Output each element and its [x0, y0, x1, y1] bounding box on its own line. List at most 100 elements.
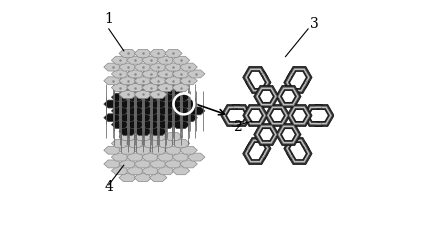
Polygon shape [293, 110, 306, 121]
Polygon shape [165, 114, 182, 122]
Polygon shape [127, 107, 144, 115]
Polygon shape [284, 71, 309, 94]
Polygon shape [142, 140, 160, 147]
Polygon shape [149, 77, 167, 85]
Polygon shape [286, 73, 307, 91]
Polygon shape [149, 133, 167, 140]
Text: 2: 2 [233, 119, 242, 134]
Polygon shape [243, 66, 268, 88]
Polygon shape [111, 93, 129, 101]
Polygon shape [249, 72, 262, 83]
Polygon shape [119, 91, 136, 98]
Polygon shape [291, 146, 308, 161]
Polygon shape [165, 77, 182, 85]
Polygon shape [307, 108, 324, 123]
Polygon shape [134, 133, 152, 140]
Polygon shape [252, 77, 265, 88]
Polygon shape [187, 107, 205, 115]
Polygon shape [157, 93, 174, 101]
Polygon shape [227, 110, 240, 121]
Polygon shape [172, 84, 190, 91]
Polygon shape [157, 84, 174, 91]
Polygon shape [245, 106, 266, 125]
Polygon shape [134, 128, 152, 135]
Polygon shape [111, 84, 129, 91]
Polygon shape [265, 104, 290, 127]
Polygon shape [172, 93, 190, 101]
Polygon shape [119, 100, 136, 108]
Polygon shape [305, 106, 326, 125]
Polygon shape [313, 108, 329, 123]
Polygon shape [127, 140, 144, 147]
Polygon shape [157, 121, 174, 128]
Polygon shape [134, 77, 152, 85]
Polygon shape [134, 91, 152, 98]
Polygon shape [149, 114, 167, 122]
Polygon shape [134, 160, 152, 168]
Polygon shape [149, 160, 167, 168]
Polygon shape [172, 56, 190, 64]
Polygon shape [280, 89, 297, 103]
Polygon shape [246, 71, 271, 94]
Polygon shape [134, 63, 152, 71]
Polygon shape [180, 114, 198, 122]
Polygon shape [233, 110, 246, 121]
Polygon shape [180, 77, 198, 85]
Polygon shape [111, 107, 129, 115]
Polygon shape [127, 93, 144, 101]
Polygon shape [119, 114, 136, 122]
Polygon shape [149, 146, 167, 154]
Polygon shape [243, 143, 268, 165]
Polygon shape [165, 133, 182, 140]
Polygon shape [288, 75, 305, 90]
Polygon shape [134, 146, 152, 154]
Polygon shape [127, 167, 144, 175]
Polygon shape [142, 121, 160, 128]
Polygon shape [149, 91, 167, 98]
Polygon shape [293, 72, 306, 83]
Polygon shape [119, 49, 136, 57]
Polygon shape [287, 66, 312, 88]
Polygon shape [157, 107, 174, 115]
Polygon shape [282, 91, 295, 102]
Polygon shape [142, 56, 160, 64]
Polygon shape [245, 68, 266, 86]
Polygon shape [248, 140, 269, 158]
Polygon shape [243, 104, 268, 127]
Polygon shape [187, 70, 205, 78]
Polygon shape [289, 68, 310, 86]
Polygon shape [111, 140, 129, 147]
Polygon shape [289, 106, 310, 125]
Polygon shape [157, 56, 174, 64]
Polygon shape [172, 153, 190, 161]
Polygon shape [254, 85, 279, 107]
Polygon shape [180, 100, 198, 108]
Polygon shape [276, 124, 301, 146]
Polygon shape [157, 70, 174, 78]
Polygon shape [303, 104, 328, 127]
Polygon shape [256, 87, 277, 106]
Polygon shape [149, 128, 167, 135]
Polygon shape [111, 56, 129, 64]
Polygon shape [104, 77, 121, 85]
Text: 3: 3 [310, 17, 319, 31]
Polygon shape [165, 86, 182, 94]
Polygon shape [309, 104, 334, 127]
Polygon shape [256, 125, 277, 144]
Polygon shape [172, 121, 190, 128]
Polygon shape [180, 146, 198, 154]
Polygon shape [252, 143, 265, 154]
Polygon shape [187, 153, 205, 161]
Polygon shape [278, 87, 299, 106]
Polygon shape [165, 49, 182, 57]
Polygon shape [134, 174, 152, 182]
Polygon shape [142, 107, 160, 115]
Polygon shape [260, 91, 273, 102]
Polygon shape [291, 108, 308, 123]
Polygon shape [284, 137, 309, 160]
Polygon shape [165, 160, 182, 168]
Polygon shape [287, 143, 312, 165]
Polygon shape [172, 107, 190, 115]
Polygon shape [260, 129, 273, 140]
Polygon shape [282, 129, 295, 140]
